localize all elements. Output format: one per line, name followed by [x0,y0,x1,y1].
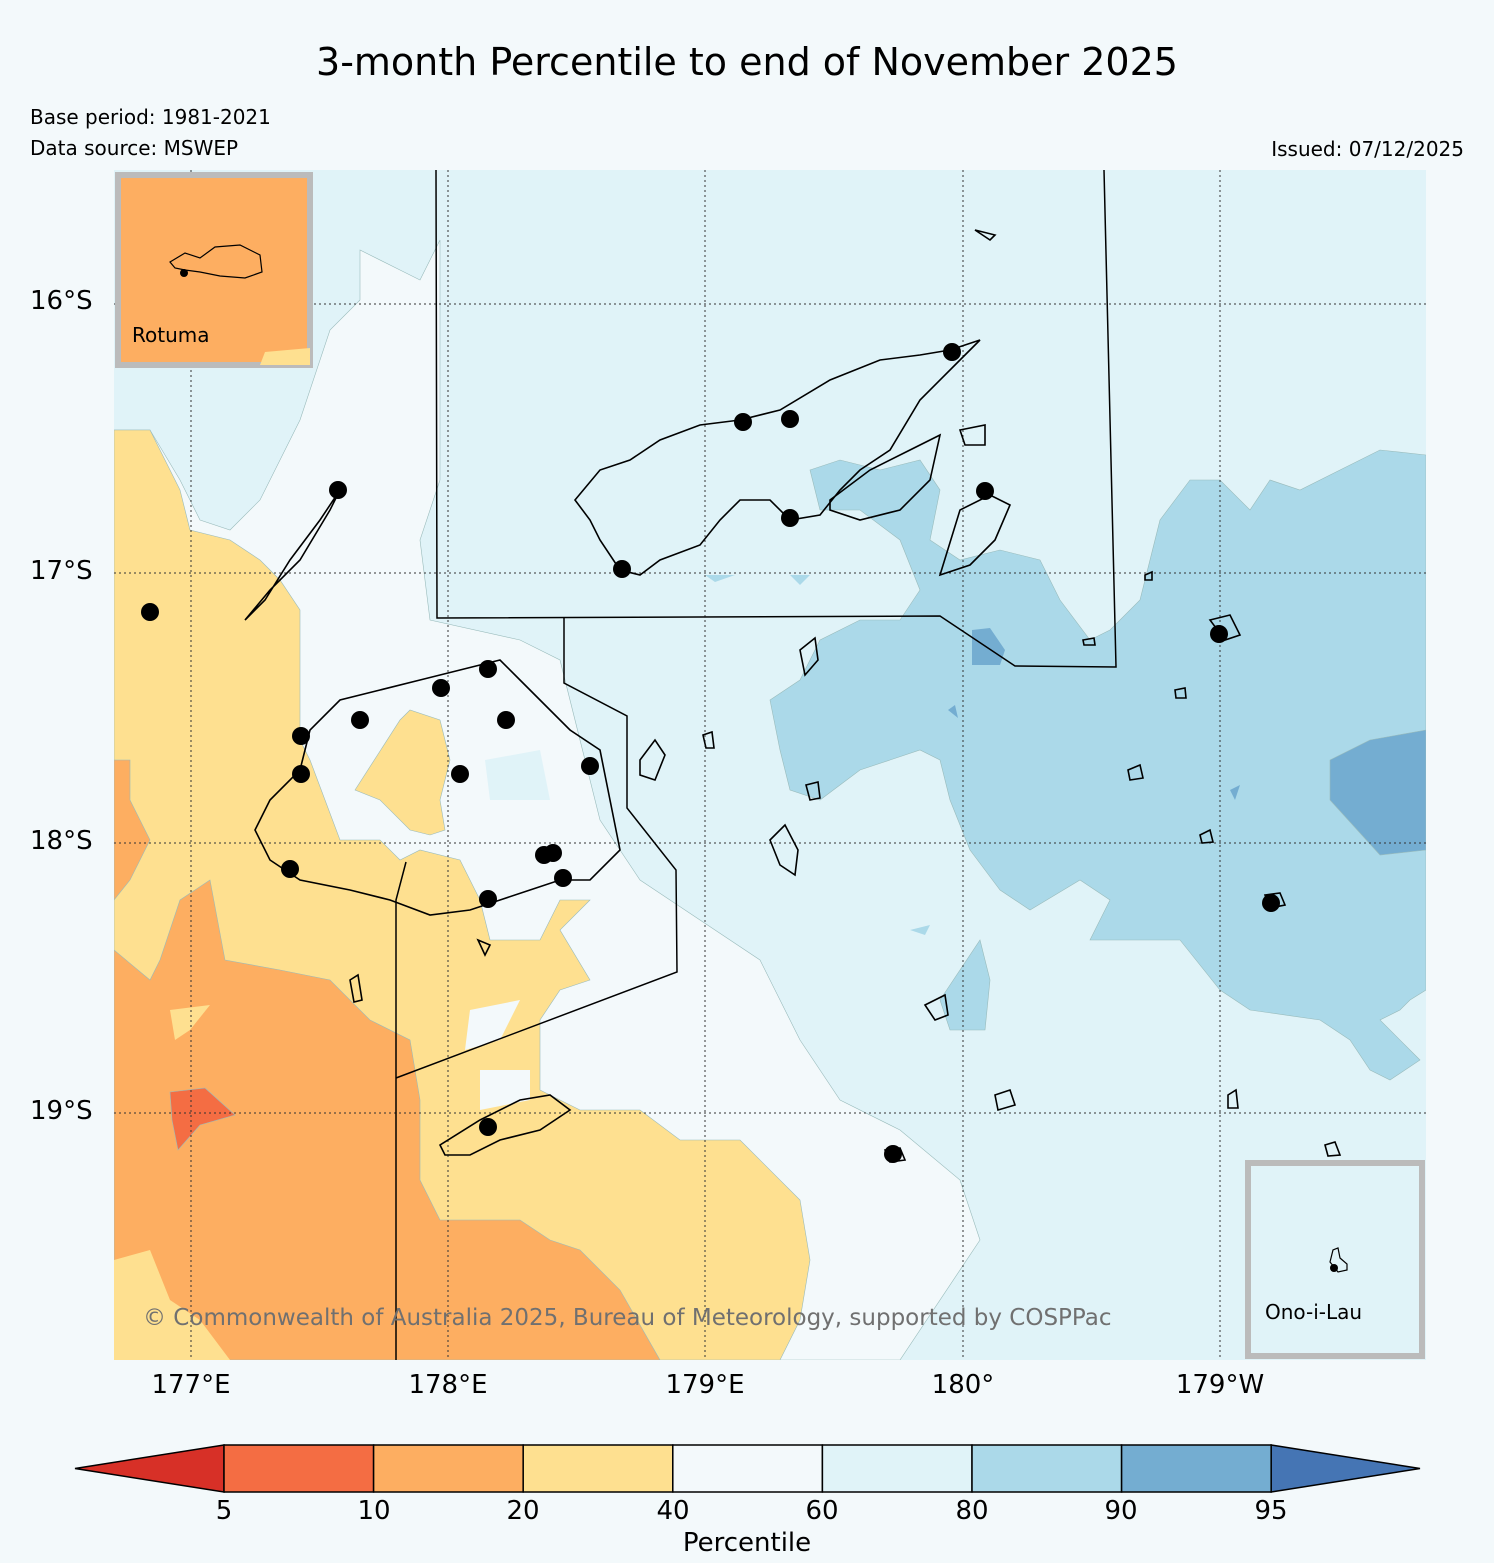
coastlines [244,229,1342,1163]
colorbar-segment-5-10 [223,1444,375,1493]
region-80-90-patch [910,925,930,935]
colorbar-tick: 10 [357,1496,391,1526]
region-40-60-patch [480,1070,530,1110]
region-80-90-patch [939,939,991,1031]
colorbar-segment-below-5 [74,1444,225,1493]
colorbar-segment-90-95 [1120,1444,1272,1493]
lat-label-17s: 17°S [30,556,93,586]
colorbar-tick: 5 [215,1496,233,1526]
inset-label-rotuma: Rotuma [132,323,210,347]
issued-date: Issued: 07/12/2025 [1271,137,1464,161]
colorbar-tick: 40 [656,1496,690,1526]
region-10-20-south [114,879,661,1360]
region-20-40-inland [354,709,451,836]
region-20-40-patch [170,1005,210,1040]
map-area [114,170,1426,1360]
region-80-90-patch [705,575,735,582]
region-80-90-patch [790,575,810,585]
percentile-map [114,170,1426,1360]
region-90-95-patch [1230,785,1240,800]
inset-ono-i-lau [1245,1160,1425,1359]
admin-boundaries [395,170,1117,1360]
colorbar-title: Percentile [682,1528,812,1558]
lat-label-16s: 16°S [30,286,93,316]
colorbar-tick: 60 [805,1496,839,1526]
colorbar-tick: 90 [1104,1496,1138,1526]
data-source: Data source: MSWEP [30,136,239,160]
region-40-60-patch [465,1000,520,1050]
colorbar-tick: 80 [955,1496,989,1526]
lon-label-179e: 179°E [665,1370,745,1400]
colorbar-segment-10-20 [372,1444,524,1493]
colorbar-segment-20-40 [522,1444,674,1493]
lat-label-19s: 19°S [30,1096,93,1126]
inset-rotuma [115,172,313,368]
region-60-80-patch [485,750,550,800]
region-10-20 [114,759,151,901]
region-90-95 [1329,729,1426,856]
graticule [114,170,1426,1360]
region-20-40-patch [114,1250,230,1360]
inset-label-ono-i-lau: Ono-i-Lau [1265,1300,1363,1324]
region-80-90 [769,449,1426,1081]
colorbar-tick: 20 [506,1496,540,1526]
copyright-notice: © Commonwealth of Australia 2025, Bureau… [143,1305,1112,1331]
region-90-95-patch [948,705,958,718]
region-5-10 [169,1087,236,1151]
lon-label-178e: 178°E [408,1370,488,1400]
stations [141,343,1280,1163]
base-period: Base period: 1981-2021 [30,105,271,129]
colorbar-tick: 95 [1254,1496,1288,1526]
colorbar-segment-80-90 [971,1444,1123,1493]
lat-label-18s: 18°S [30,826,93,856]
colorbar-segment-40-60 [672,1444,824,1493]
page-title: 3-month Percentile to end of November 20… [316,40,1178,84]
colorbar [74,1444,1421,1493]
colorbar-segment-above-95 [1270,1444,1421,1493]
colorbar-segment-60-80 [821,1444,973,1493]
lon-label-180: 180° [931,1370,995,1400]
lon-label-179w: 179°W [1175,1370,1265,1400]
region-90-95-patch [972,628,1005,665]
lon-label-177e: 177°E [151,1370,231,1400]
